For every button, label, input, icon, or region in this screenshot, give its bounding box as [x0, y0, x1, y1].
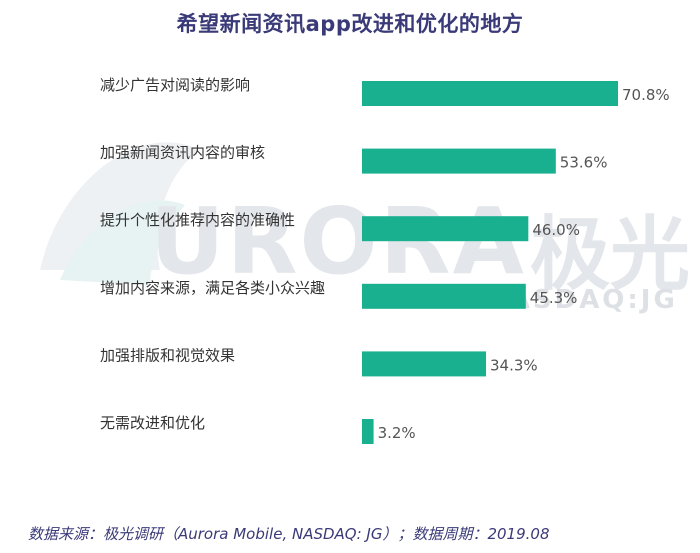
value-label: 53.6% — [560, 154, 608, 172]
bar — [362, 351, 487, 377]
value-label: 3.2% — [378, 424, 416, 442]
bar — [362, 216, 529, 242]
category-label: 提升个性化推荐内容的准确性 — [100, 211, 295, 229]
value-label: 34.3% — [490, 356, 538, 374]
bar — [362, 81, 618, 106]
bar — [362, 148, 556, 174]
watermark-brand: URORA — [150, 188, 526, 295]
value-label: 70.8% — [622, 86, 670, 104]
data-source-note: 数据来源：极光调研（Aurora Mobile, NASDAQ: JG）；数据周… — [28, 525, 550, 543]
watermark-brand-cn: 极光 — [530, 208, 690, 301]
category-label: 加强新闻资讯内容的审核 — [100, 144, 265, 162]
category-label: 减少广告对阅读的影响 — [100, 76, 250, 94]
category-label: 加强排版和视觉效果 — [100, 346, 235, 364]
value-label: 45.3% — [530, 289, 578, 307]
category-label: 无需改进和优化 — [100, 414, 205, 432]
bar — [362, 419, 374, 444]
chart-title: 希望新闻资讯app改进和优化的地方 — [176, 12, 524, 36]
bar — [362, 283, 526, 309]
category-label: 增加内容来源，满足各类小众兴趣 — [100, 279, 325, 297]
value-label: 46.0% — [532, 221, 580, 239]
